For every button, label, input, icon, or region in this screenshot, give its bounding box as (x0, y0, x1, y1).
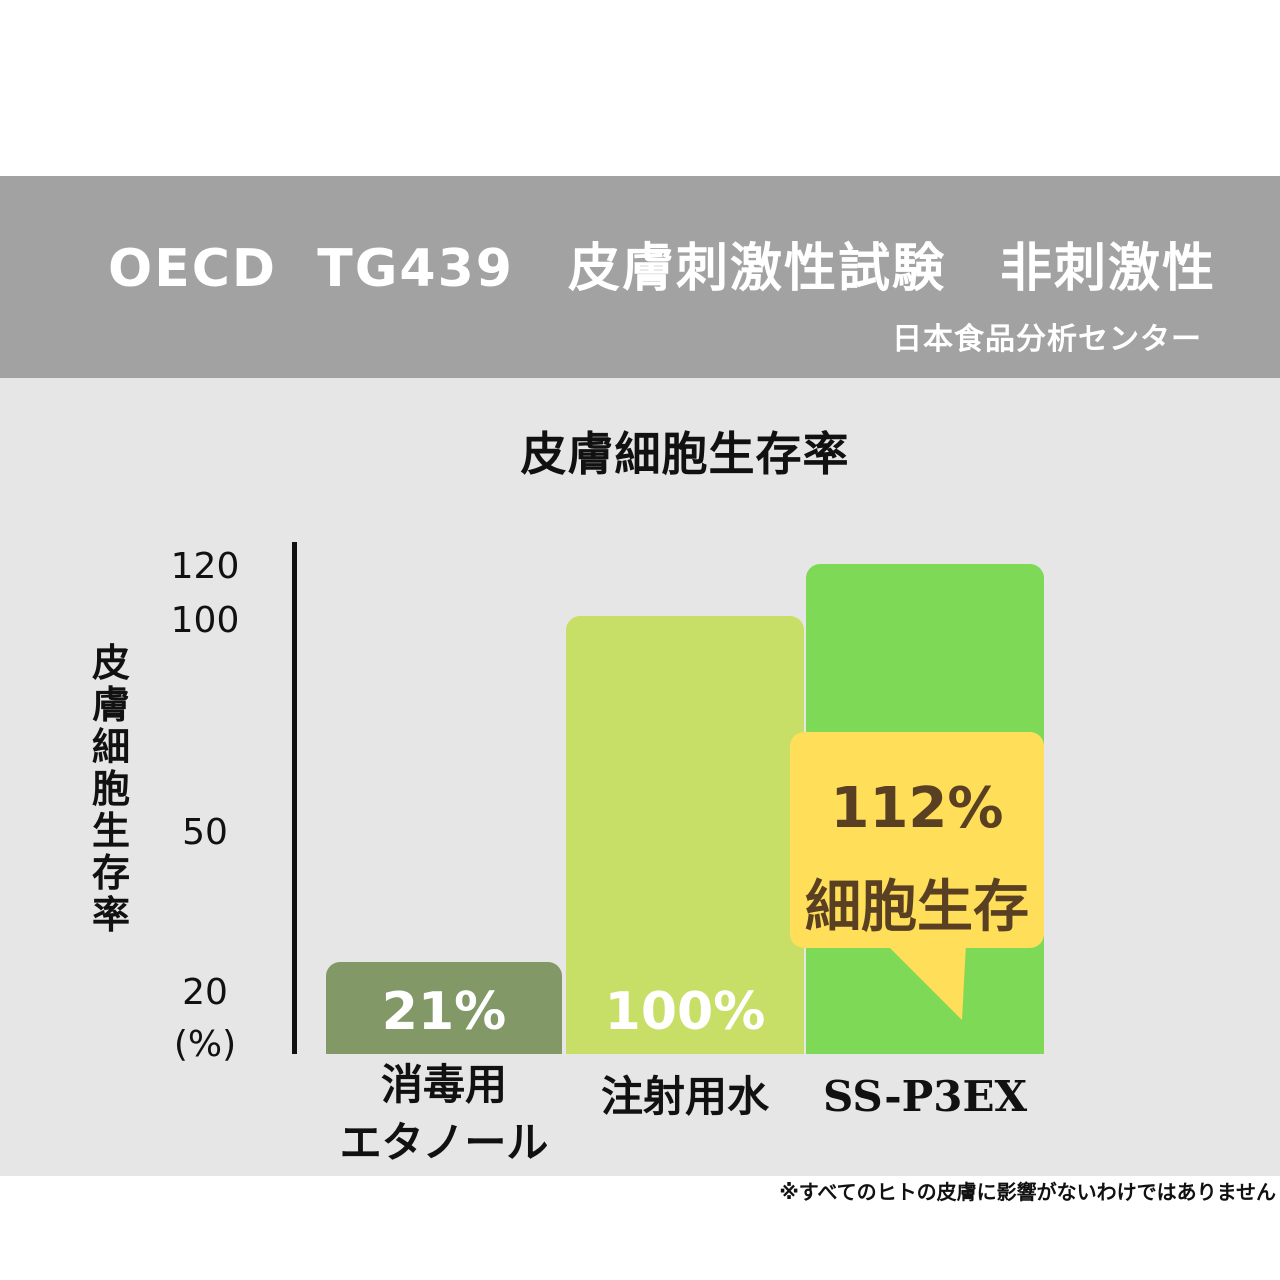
bar (326, 962, 562, 1054)
x-category-label: SS-P3EX (822, 1072, 1028, 1121)
y-unit-label: (%) (173, 1024, 237, 1065)
y-tick-label: 20 (182, 972, 228, 1013)
header-bar (0, 176, 1280, 378)
y-tick-label: 50 (182, 812, 228, 853)
chart-title: 皮膚細胞生存率 (520, 427, 850, 481)
x-category-label: 注射用水 (600, 1072, 769, 1121)
y-axis-line (292, 542, 297, 1054)
page-title: OECD TG439 皮膚刺激性試験 非刺激性 (108, 239, 1216, 299)
y-tick-label: 120 (170, 546, 240, 587)
callout-bubble (790, 732, 1044, 1020)
callout-value: 112% (830, 776, 1004, 841)
bar-value-label: 21% (381, 982, 507, 1042)
x-category-label: 消毒用 エタノール (339, 1060, 549, 1167)
callout-tail (886, 944, 966, 1020)
bar-value-label: 100% (604, 982, 766, 1042)
source-label: 日本食品分析センター (892, 322, 1202, 357)
bar (566, 616, 804, 1054)
callout-box (790, 732, 1044, 948)
y-tick-label: 100 (170, 600, 240, 641)
y-axis-label: 皮膚細胞生存率 (91, 641, 130, 937)
callout-caption: 細胞生存 (805, 875, 1029, 940)
footnote: ※すべてのヒトの皮膚に影響がないわけではありません (779, 1180, 1276, 1204)
